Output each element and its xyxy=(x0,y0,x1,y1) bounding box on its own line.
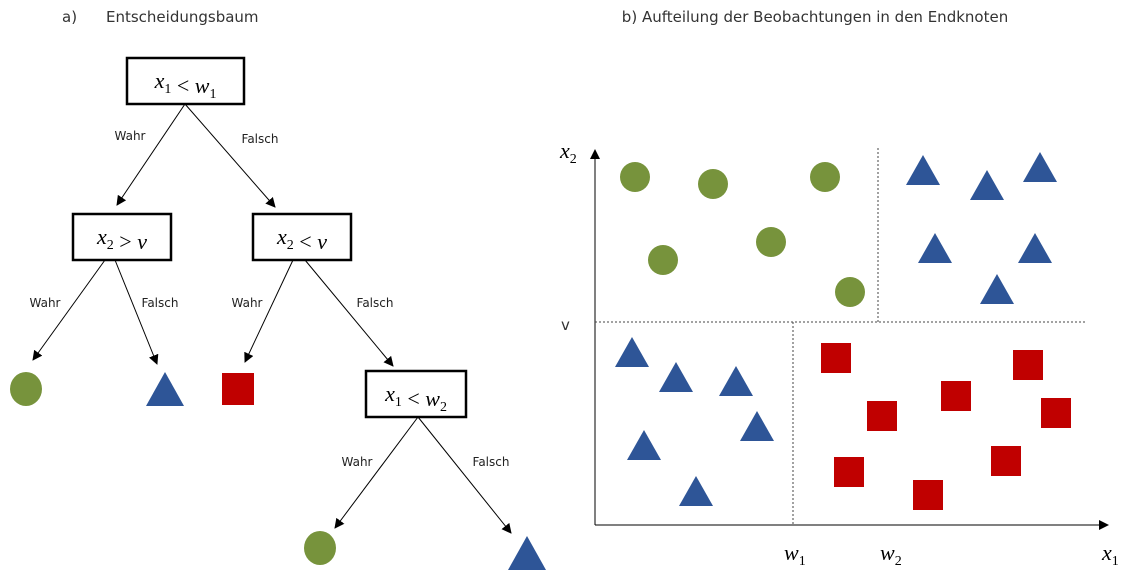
math-sub: 2 xyxy=(287,238,294,253)
edge xyxy=(244,259,294,363)
blue-triangle xyxy=(146,372,184,406)
red-square xyxy=(834,457,864,487)
blue-triangle xyxy=(970,170,1004,200)
red-square xyxy=(867,401,897,431)
math-op: < xyxy=(402,386,425,411)
math-var: x xyxy=(559,138,570,163)
node-box xyxy=(251,212,353,262)
blue-triangle xyxy=(615,337,649,367)
blue-triangle xyxy=(659,362,693,392)
node-label: x1 < w1 xyxy=(154,68,217,102)
red-square xyxy=(991,446,1021,476)
split-label: w2 xyxy=(880,540,902,569)
math-sub: 1 xyxy=(395,395,402,410)
node-box xyxy=(125,56,246,106)
math-sub: 1 xyxy=(164,82,171,97)
panel-title: Entscheidungsbaum xyxy=(106,8,259,26)
blue-triangle xyxy=(679,476,713,506)
node-label: x2 < v xyxy=(276,224,327,254)
math-var: x xyxy=(276,224,287,249)
edge-label: Falsch xyxy=(473,455,510,469)
edge xyxy=(304,259,394,367)
math-sub: 2 xyxy=(895,554,902,569)
green-circle xyxy=(304,531,336,565)
edge xyxy=(184,103,276,208)
math-op: > xyxy=(114,229,137,254)
red-square xyxy=(821,343,851,373)
y-axis-label: x2 xyxy=(559,138,577,167)
math-var: x xyxy=(384,381,395,406)
edge xyxy=(417,416,512,534)
green-circle xyxy=(756,227,786,257)
math-sub: 2 xyxy=(440,400,447,415)
panel-title: b) Aufteilung der Beobachtungen in den E… xyxy=(622,8,1008,26)
edge-label: Falsch xyxy=(142,296,179,310)
blue-triangle xyxy=(627,430,661,460)
math-op: < xyxy=(294,229,317,254)
blue-triangle xyxy=(918,233,952,263)
edge-label: Wahr xyxy=(30,296,61,310)
math-var: v xyxy=(317,229,327,254)
red-square xyxy=(913,480,943,510)
split-label: v xyxy=(561,316,570,334)
red-square xyxy=(1041,398,1071,428)
blue-triangle xyxy=(508,536,546,570)
blue-triangle xyxy=(740,411,774,441)
green-circle xyxy=(810,162,840,192)
blue-triangle xyxy=(980,274,1014,304)
node-box xyxy=(364,369,468,419)
math-sub: 1 xyxy=(209,87,216,102)
blue-triangle xyxy=(1023,152,1057,182)
panel-label: a) xyxy=(62,8,77,26)
math-sub: 2 xyxy=(107,238,114,253)
node-label: x1 < w2 xyxy=(384,381,447,415)
green-circle xyxy=(10,372,42,406)
math-var: w xyxy=(425,386,440,411)
edge xyxy=(334,416,419,529)
math-op: < xyxy=(171,73,194,98)
edge-label: Wahr xyxy=(232,296,263,310)
edge-label: Falsch xyxy=(357,296,394,310)
edge xyxy=(32,259,106,361)
red-square xyxy=(941,381,971,411)
math-var: w xyxy=(195,73,210,98)
edge-label: Falsch xyxy=(242,132,279,146)
edge-label: Wahr xyxy=(115,129,146,143)
green-circle xyxy=(648,245,678,275)
edge xyxy=(114,259,159,365)
math-var: v xyxy=(137,229,147,254)
math-sub: 1 xyxy=(1112,554,1119,569)
math-var: x xyxy=(1101,540,1112,565)
green-circle xyxy=(835,277,865,307)
math-sub: 1 xyxy=(799,554,806,569)
math-var: x xyxy=(96,224,107,249)
math-var: w xyxy=(880,540,895,565)
split-label: w1 xyxy=(784,540,806,569)
red-square xyxy=(1013,350,1043,380)
edge-label: Wahr xyxy=(342,455,373,469)
node-label: x2 > v xyxy=(96,224,147,254)
math-var: w xyxy=(784,540,799,565)
blue-triangle xyxy=(1018,233,1052,263)
blue-triangle xyxy=(906,155,940,185)
green-circle xyxy=(698,169,728,199)
math-sub: 2 xyxy=(570,152,577,167)
blue-triangle xyxy=(719,366,753,396)
green-circle xyxy=(620,162,650,192)
edge xyxy=(116,103,186,206)
math-var: x xyxy=(154,68,165,93)
red-square xyxy=(222,373,254,405)
x-axis-label: x1 xyxy=(1101,540,1119,569)
node-box xyxy=(71,212,173,262)
